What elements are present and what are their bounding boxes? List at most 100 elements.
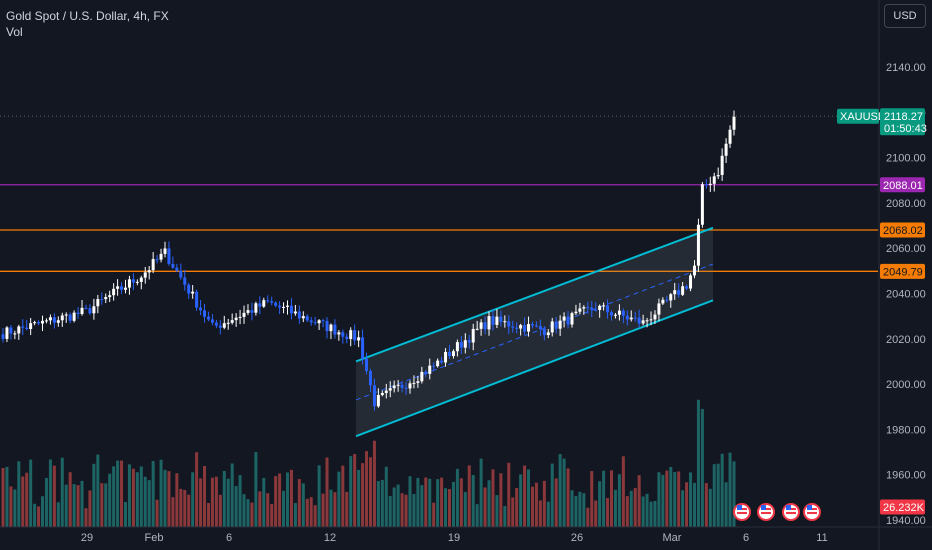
candle [226,322,230,324]
candle [195,291,199,308]
price-tick-label: 2140.00 [886,62,926,74]
volume-bar [187,494,191,527]
candle [515,327,519,329]
us-flag-stripe [737,512,747,514]
candle [52,317,56,323]
volume-bar [80,480,84,527]
volume-bar [258,491,262,527]
candle [353,330,357,341]
volume-bar [226,478,230,527]
candle [266,300,270,302]
volume-bar [183,489,187,527]
us-flag-stripe [761,512,771,514]
candle [542,329,546,336]
candle [76,312,80,315]
candle [183,277,187,285]
candle [602,305,606,307]
volume-bar [313,505,317,527]
channel-mid-line [355,263,714,401]
candle [238,316,242,318]
candle [222,323,226,328]
volume-bar [72,484,76,527]
volume-bar [214,476,218,527]
candle [88,308,92,314]
candle [649,319,653,321]
candle [598,305,602,310]
volume-bar [167,471,171,527]
candle [123,287,127,290]
volume-bar [424,477,428,527]
volume-bar [199,478,203,527]
volume-bar [594,500,598,527]
candle [708,183,712,185]
candle [530,324,534,326]
time-tick-label: 12 [324,532,336,544]
volume-bar [613,489,617,527]
channel-lower-line[interactable] [355,299,714,438]
volume-bar [475,504,479,527]
volume-bar [511,497,515,527]
price-tick-label: 1940.00 [886,515,926,527]
purple-level-tag: 2088.01 [883,180,923,192]
candle [127,279,131,288]
candle [582,307,586,309]
volume-bar [617,474,621,527]
candle [511,326,515,328]
us-flag-stripe [807,512,817,514]
us-flag-canton [737,505,742,510]
candle [357,337,361,341]
candle [384,390,388,394]
candle [17,326,21,334]
last-price-countdown: 01:50:43 [884,123,927,135]
candle [112,288,116,296]
candle [463,340,467,348]
volume-bar [305,498,309,527]
volume-bar [432,502,436,527]
candle [523,325,527,332]
volume-bar [309,497,313,527]
candle [376,395,380,407]
candle [606,305,610,313]
volume-bar [641,496,645,527]
candle [254,303,258,313]
volume-bar [570,490,574,527]
candle [5,327,9,339]
candle [191,291,195,294]
candle [629,317,633,320]
candle [594,309,598,311]
orange-level-upper-tag: 2068.02 [883,225,923,237]
volume-bar [282,490,286,527]
candle [404,387,408,389]
volume-bar [203,465,207,527]
volume-bar [293,503,297,527]
candle [37,322,41,324]
volume-bar [384,466,388,527]
time-tick-label: Feb [145,532,164,544]
last-price-tag-bg [880,108,925,136]
volume-bar [546,501,550,527]
candle [574,311,578,314]
volume-bar [317,465,321,527]
candle [9,327,13,334]
candle [712,176,716,184]
candle [641,320,645,324]
currency-button[interactable]: USD [884,4,926,28]
candle [305,316,309,321]
candle [246,310,250,313]
volume-bar [621,456,625,527]
volume-bar [519,474,523,527]
us-flag-canton [807,505,812,510]
volume-bar [230,463,234,527]
volume-bar [234,486,238,527]
candle [444,351,448,363]
candle [250,310,254,313]
volume-bar [222,470,226,527]
volume-bar [550,463,554,527]
volume-bar [388,496,392,527]
orange-level-upper-tag-bg [880,222,925,238]
channel-upper-line[interactable] [355,226,714,363]
candle [116,286,120,289]
volume-bar [495,495,499,527]
volume-bar [41,496,45,527]
